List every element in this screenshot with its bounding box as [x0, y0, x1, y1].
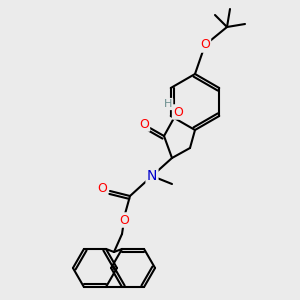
Text: O: O: [173, 106, 183, 118]
Text: O: O: [200, 38, 210, 52]
Text: H: H: [164, 99, 172, 109]
Text: N: N: [147, 169, 157, 183]
Text: O: O: [119, 214, 129, 226]
Text: O: O: [97, 182, 107, 194]
Text: O: O: [139, 118, 149, 130]
